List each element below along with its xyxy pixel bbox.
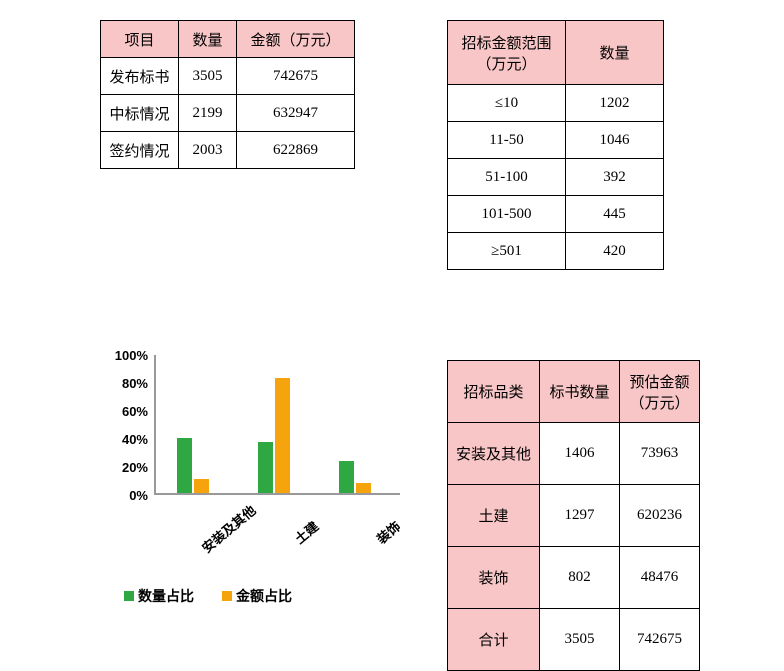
bar [339, 461, 354, 493]
table-row: 装饰80248476 [448, 547, 700, 609]
row-header: 合计 [448, 609, 540, 671]
cell: 1406 [540, 423, 620, 485]
cell: 11-50 [448, 122, 566, 159]
row-header: 安装及其他 [448, 423, 540, 485]
table-row: 发布标书 3505 742675 [101, 58, 355, 95]
cell: 发布标书 [101, 58, 179, 95]
x-tick-label: 安装及其他 [184, 501, 240, 557]
col-header: 预估金额（万元） [620, 361, 700, 423]
table-row: 签约情况 2003 622869 [101, 132, 355, 169]
proportion-bar-chart: 100% 80% 60% 40% 20% 0% 安装及其他 土建 装饰 数量占比… [100, 355, 400, 606]
x-axis-labels: 安装及其他 土建 装饰 [154, 501, 400, 540]
table-row: 中标情况 2199 632947 [101, 95, 355, 132]
table-row: 土建1297620236 [448, 485, 700, 547]
cell: 742675 [237, 58, 355, 95]
cell: 392 [566, 159, 664, 196]
cell: ≥501 [448, 233, 566, 270]
cell: 622869 [237, 132, 355, 169]
bar [356, 483, 371, 493]
bar [275, 378, 290, 493]
cell: 1046 [566, 122, 664, 159]
legend-item: 数量占比 [124, 586, 194, 606]
cell: 742675 [620, 609, 700, 671]
bar [258, 442, 273, 493]
table-row: 101-500445 [448, 196, 664, 233]
row-header: 土建 [448, 485, 540, 547]
row-header: 装饰 [448, 547, 540, 609]
col-header: 标书数量 [540, 361, 620, 423]
cell: 51-100 [448, 159, 566, 196]
table-header-row: 招标金额范围（万元） 数量 [448, 21, 664, 85]
col-header: 数量 [566, 21, 664, 85]
bar-group [177, 355, 217, 493]
cell: 48476 [620, 547, 700, 609]
table-row: 安装及其他140673963 [448, 423, 700, 485]
cell: 802 [540, 547, 620, 609]
table-header-row: 招标品类 标书数量 预估金额（万元） [448, 361, 700, 423]
legend-swatch-icon [124, 591, 134, 601]
cell: 445 [566, 196, 664, 233]
cell: 中标情况 [101, 95, 179, 132]
cell: 2199 [179, 95, 237, 132]
table-row: 11-501046 [448, 122, 664, 159]
table-row: ≥501420 [448, 233, 664, 270]
cell: 73963 [620, 423, 700, 485]
cell: ≤10 [448, 85, 566, 122]
x-tick-label: 装饰 [348, 501, 404, 557]
cell: 2003 [179, 132, 237, 169]
table-row: 51-100392 [448, 159, 664, 196]
chart-plot-area: 100% 80% 60% 40% 20% 0% [100, 355, 400, 495]
summary-table: 项目 数量 金额（万元） 发布标书 3505 742675 中标情况 2199 … [100, 20, 355, 169]
cell: 101-500 [448, 196, 566, 233]
col-header: 招标金额范围（万元） [448, 21, 566, 85]
chart-legend: 数量占比 金额占比 [124, 586, 400, 606]
cell: 签约情况 [101, 132, 179, 169]
category-table: 招标品类 标书数量 预估金额（万元） 安装及其他140673963 土建1297… [447, 360, 700, 671]
table-header-row: 项目 数量 金额（万元） [101, 21, 355, 58]
table-row: ≤101202 [448, 85, 664, 122]
cell: 3505 [179, 58, 237, 95]
cell: 620236 [620, 485, 700, 547]
table-row: 合计3505742675 [448, 609, 700, 671]
legend-item: 金额占比 [222, 586, 292, 606]
cell: 1202 [566, 85, 664, 122]
legend-label: 数量占比 [138, 586, 194, 606]
col-header: 金额（万元） [237, 21, 355, 58]
col-header: 招标品类 [448, 361, 540, 423]
bar-group [258, 355, 298, 493]
legend-swatch-icon [222, 591, 232, 601]
col-header: 数量 [179, 21, 237, 58]
cell: 420 [566, 233, 664, 270]
bar [194, 479, 209, 493]
y-axis: 100% 80% 60% 40% 20% 0% [100, 355, 154, 495]
legend-label: 金额占比 [236, 586, 292, 606]
amount-range-table: 招标金额范围（万元） 数量 ≤101202 11-501046 51-10039… [447, 20, 664, 270]
bar-group [339, 355, 379, 493]
cell: 1297 [540, 485, 620, 547]
x-tick-label: 土建 [266, 501, 322, 557]
plot-region [154, 355, 400, 495]
col-header: 项目 [101, 21, 179, 58]
bar [177, 438, 192, 493]
cell: 3505 [540, 609, 620, 671]
cell: 632947 [237, 95, 355, 132]
